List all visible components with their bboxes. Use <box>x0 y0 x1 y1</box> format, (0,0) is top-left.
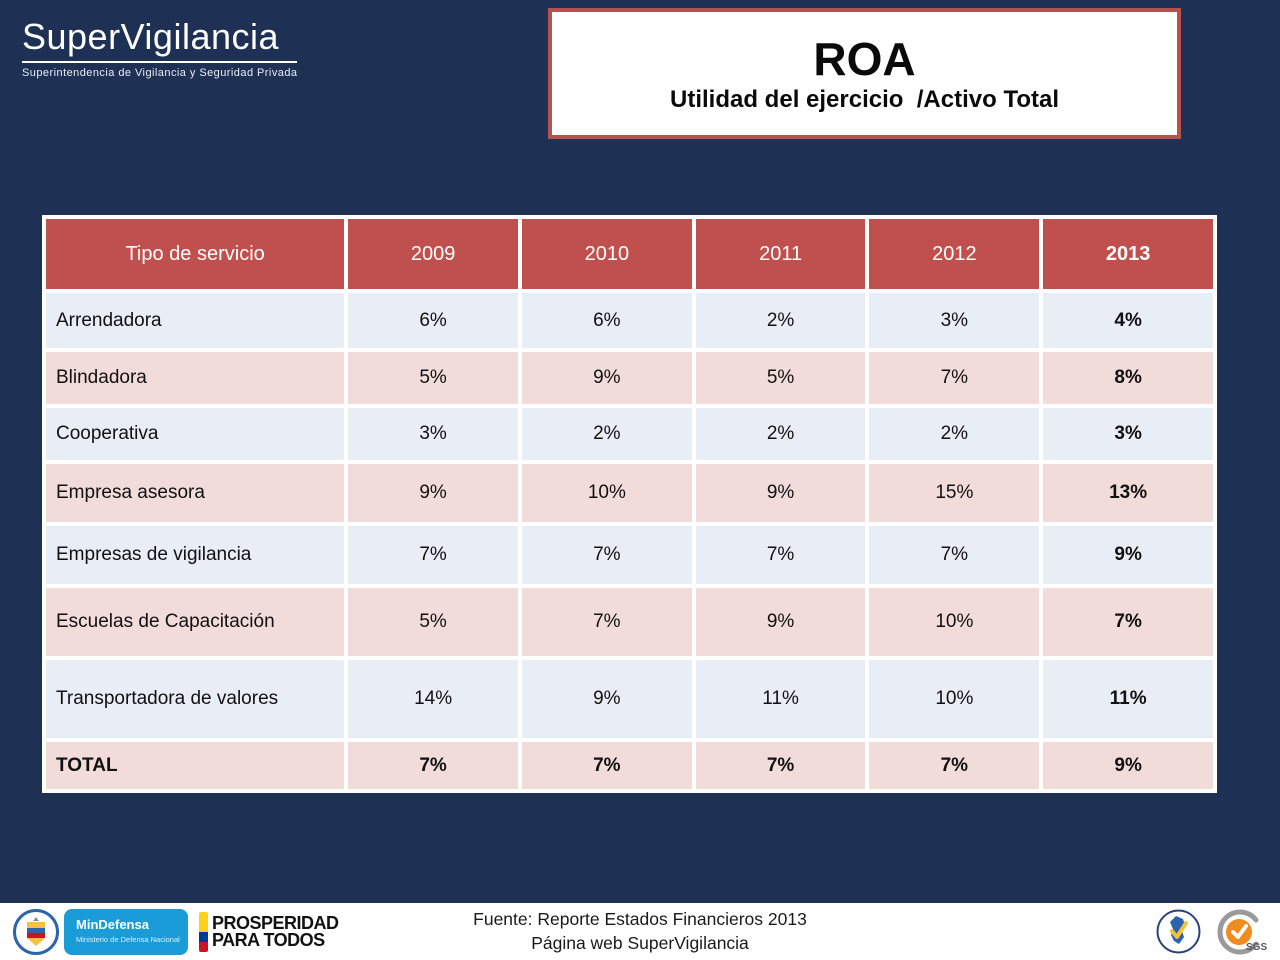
source-text: Fuente: Reporte Estados Financieros 2013… <box>330 908 950 955</box>
header-cell-2010: 2010 <box>521 219 692 289</box>
sgs-certification-icon <box>1217 909 1259 955</box>
table-row: Empresa asesora 9% 10% 9% 15% 13% <box>46 464 1213 522</box>
row-label-cell: Empresa asesora <box>46 464 345 522</box>
value-cell: 7% <box>348 526 518 584</box>
value-cell: 2% <box>521 408 692 460</box>
header-cell-2013: 2013 <box>1043 219 1213 289</box>
value-cell: 7% <box>348 742 518 789</box>
value-cell: 7% <box>695 742 866 789</box>
value-cell: 9% <box>521 660 692 738</box>
value-cell: 7% <box>869 352 1040 404</box>
supervigilancia-certification-icon <box>1156 909 1201 954</box>
value-cell: 9% <box>695 464 866 522</box>
header-cell-tipo: Tipo de servicio <box>46 219 345 289</box>
value-cell: 7% <box>869 526 1040 584</box>
value-cell: 7% <box>1043 588 1213 656</box>
value-cell: 3% <box>348 408 518 460</box>
row-label-cell: Transportadora de valores <box>46 660 345 738</box>
prosperidad-text: PROSPERIDAD PARA TODOS <box>212 912 339 952</box>
table-row: Escuelas de Capacitación 5% 7% 9% 10% 7% <box>46 588 1213 656</box>
prosperidad-line2: PARA TODOS <box>212 930 325 950</box>
row-label-cell: Escuelas de Capacitación <box>46 588 345 656</box>
supervigilancia-logo: SuperVigilancia Superintendencia de Vigi… <box>22 16 298 80</box>
table-row: Transportadora de valores 14% 9% 11% 10%… <box>46 660 1213 738</box>
footer-bar: MinDefensa Ministerio de Defensa Naciona… <box>0 903 1280 960</box>
header-cell-2009: 2009 <box>348 219 518 289</box>
colombia-coat-of-arms-icon <box>13 909 59 955</box>
prosperidad-logo: PROSPERIDAD PARA TODOS <box>199 912 339 952</box>
page-title: ROA <box>813 32 916 85</box>
value-cell: 5% <box>348 588 518 656</box>
row-label-cell: Blindadora <box>46 352 345 404</box>
table-row: Arrendadora 6% 6% 2% 3% 4% <box>46 293 1213 348</box>
value-cell: 5% <box>348 352 518 404</box>
value-cell: 9% <box>1043 742 1213 789</box>
row-label-cell: Arrendadora <box>46 293 345 348</box>
value-cell: 3% <box>869 293 1040 348</box>
header-cell-2011: 2011 <box>695 219 866 289</box>
value-cell: 10% <box>521 464 692 522</box>
value-cell: 7% <box>521 742 692 789</box>
value-cell: 2% <box>695 408 866 460</box>
value-cell: 3% <box>1043 408 1213 460</box>
colombia-flag-stripe-icon <box>199 912 208 952</box>
table-header-row: Tipo de servicio 2009 2010 2011 2012 201… <box>46 219 1213 289</box>
value-cell: 9% <box>348 464 518 522</box>
source-line2: Página web SuperVigilancia <box>531 932 749 953</box>
value-cell: 9% <box>521 352 692 404</box>
mindefensa-subtitle: Ministerio de Defensa Nacional <box>76 934 180 944</box>
value-cell: 7% <box>521 588 692 656</box>
value-cell: 13% <box>1043 464 1213 522</box>
value-cell: 2% <box>869 408 1040 460</box>
value-cell: 7% <box>695 526 866 584</box>
source-line1: Fuente: Reporte Estados Financieros 2013 <box>473 909 807 929</box>
value-cell: 11% <box>1043 660 1213 738</box>
table-row: Empresas de vigilancia 7% 7% 7% 7% 9% <box>46 526 1213 584</box>
mindefensa-badge: MinDefensa Ministerio de Defensa Naciona… <box>64 909 188 955</box>
brand-tagline: Superintendencia de Vigilancia y Segurid… <box>22 67 298 80</box>
value-cell: 7% <box>869 742 1040 789</box>
row-label-cell: Cooperativa <box>46 408 345 460</box>
value-cell: 9% <box>1043 526 1213 584</box>
page-subtitle: Utilidad del ejercicio /Activo Total <box>670 85 1059 113</box>
row-label-cell: TOTAL <box>46 742 345 789</box>
value-cell: 11% <box>695 660 866 738</box>
value-cell: 10% <box>869 588 1040 656</box>
value-cell: 14% <box>348 660 518 738</box>
brand-name: SuperVigilancia <box>22 16 298 64</box>
roa-data-table: Tipo de servicio 2009 2010 2011 2012 201… <box>42 215 1217 793</box>
header-cell-2012: 2012 <box>869 219 1040 289</box>
value-cell: 10% <box>869 660 1040 738</box>
table-row: Blindadora 5% 9% 5% 7% 8% <box>46 352 1213 404</box>
value-cell: 15% <box>869 464 1040 522</box>
value-cell: 8% <box>1043 352 1213 404</box>
value-cell: 6% <box>348 293 518 348</box>
value-cell: 7% <box>521 526 692 584</box>
sgs-label: SGS <box>1246 942 1268 953</box>
prosperidad-line1: PROSPERIDAD <box>212 912 339 933</box>
row-label-cell: Empresas de vigilancia <box>46 526 345 584</box>
slide-title-box: ROA Utilidad del ejercicio /Activo Total <box>548 8 1181 139</box>
mindefensa-name: MinDefensa <box>76 917 149 932</box>
value-cell: 9% <box>695 588 866 656</box>
value-cell: 4% <box>1043 293 1213 348</box>
value-cell: 6% <box>521 293 692 348</box>
value-cell: 2% <box>695 293 866 348</box>
table-row: Cooperativa 3% 2% 2% 2% 3% <box>46 408 1213 460</box>
value-cell: 5% <box>695 352 866 404</box>
table-row-total: TOTAL 7% 7% 7% 7% 9% <box>46 742 1213 789</box>
